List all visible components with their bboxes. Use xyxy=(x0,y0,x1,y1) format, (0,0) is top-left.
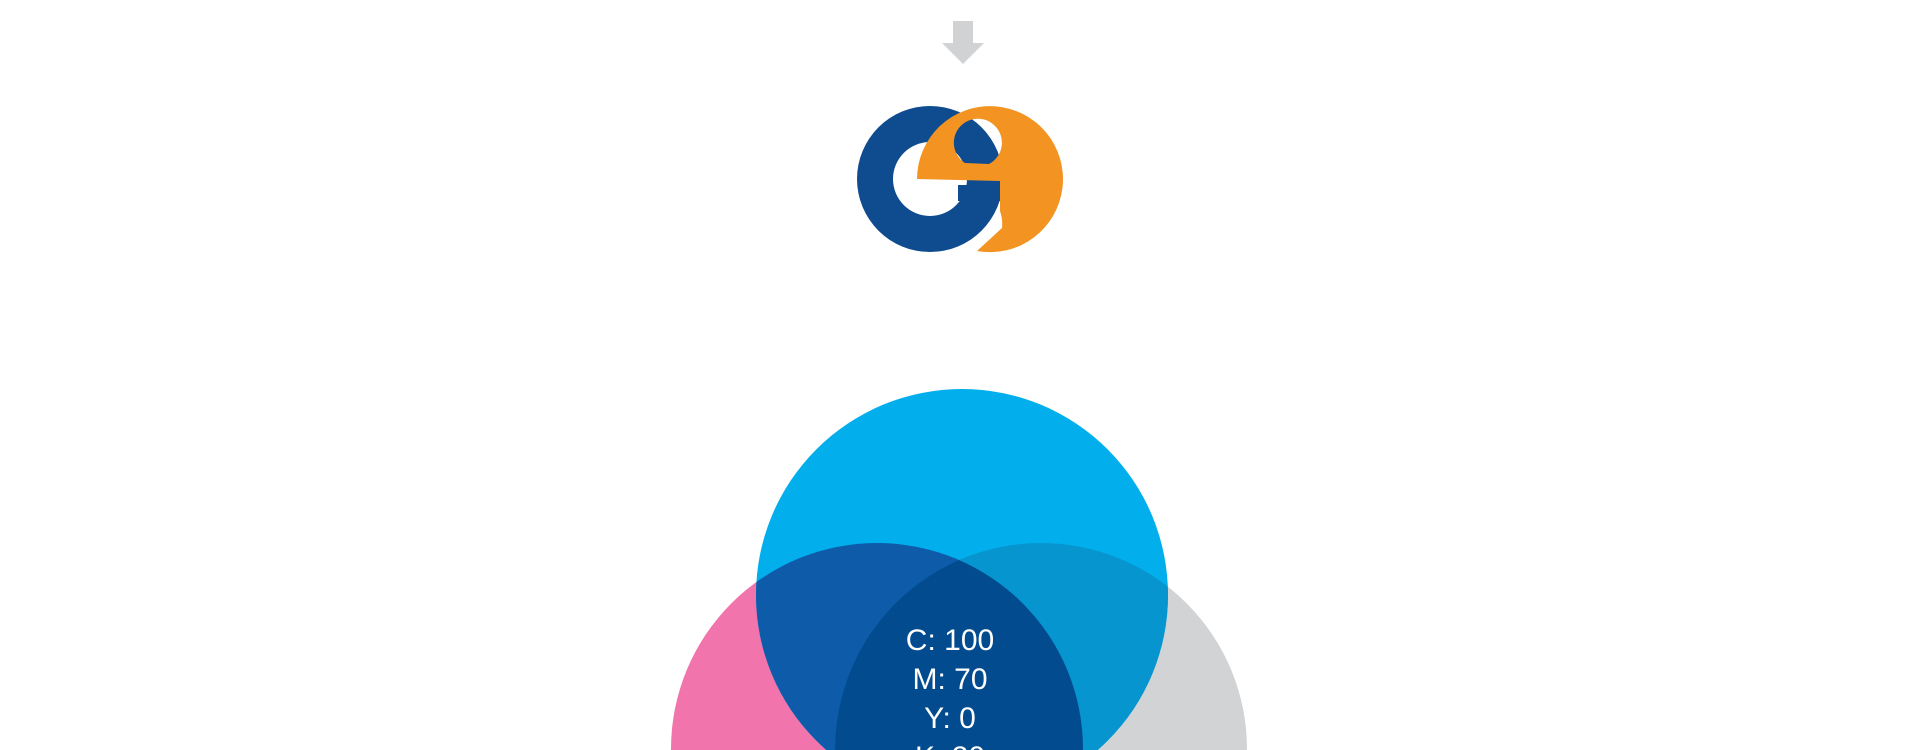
down-arrow-icon xyxy=(942,21,984,64)
cmyk-k-value: K: 20 xyxy=(860,738,1040,750)
cmyk-y-value: Y: 0 xyxy=(924,702,976,735)
logo-orange-ring xyxy=(917,106,1063,253)
down-arrow-shaft xyxy=(953,21,973,43)
cmyk-m-value: M: 70 xyxy=(912,663,988,696)
logo-icon xyxy=(857,106,1063,253)
down-arrow-head xyxy=(942,43,984,64)
cmyk-values: C: 100 M: 70 Y: 0 K: 20 xyxy=(860,621,1040,750)
center-overlap xyxy=(835,543,1083,750)
logo-navy-bar xyxy=(958,185,1000,201)
cmyk-c-value: C: 100 xyxy=(905,624,995,657)
color-overlap-diagram xyxy=(671,389,1247,750)
